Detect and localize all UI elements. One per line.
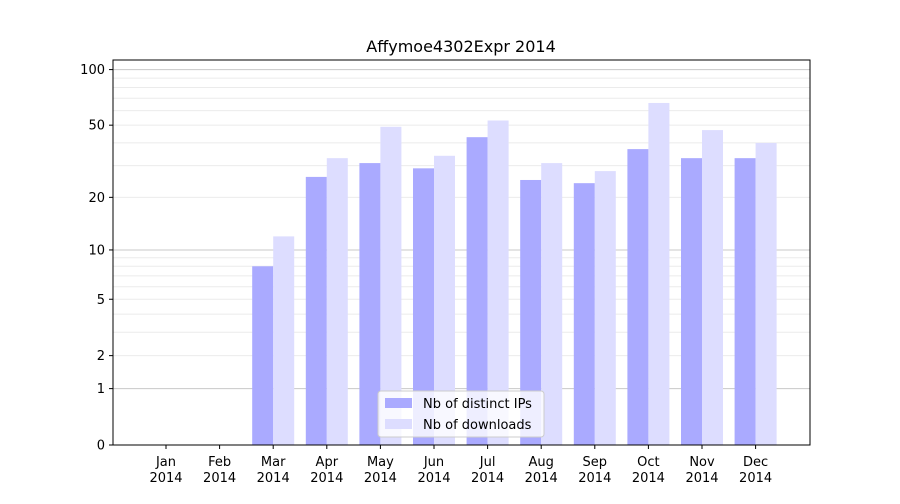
- bar-ips-sep: [573, 183, 595, 445]
- bar-downloads-oct: [648, 102, 670, 445]
- bar-downloads-jul: [487, 120, 509, 446]
- x-tick-label-year: 2014: [203, 471, 236, 486]
- x-tick-label-year: 2014: [525, 471, 558, 486]
- y-tick-label: 20: [88, 191, 105, 206]
- legend: Nb of distinct IPs Nb of downloads: [377, 390, 545, 438]
- bar-downloads-mar: [273, 236, 295, 445]
- x-tick-label-month: May: [367, 455, 394, 470]
- bar-downloads-apr: [326, 158, 348, 445]
- bar-downloads-may: [380, 126, 402, 445]
- x-tick-label-month: Jul: [479, 455, 496, 470]
- bar-ips-jun: [413, 168, 434, 445]
- y-tick-label: 1: [97, 382, 105, 397]
- x-tick-label-month: Aug: [529, 455, 554, 470]
- x-tick-label-year: 2014: [578, 471, 611, 486]
- x-tick-label-month: Feb: [208, 455, 231, 470]
- y-tick-label: 50: [88, 119, 105, 134]
- x-tick-label-month: Mar: [261, 455, 286, 470]
- x-tick-label-year: 2014: [417, 471, 450, 486]
- bar-ips-jul: [466, 137, 488, 445]
- x-tick-label-year: 2014: [685, 471, 718, 486]
- legend-swatch-ips: [385, 398, 412, 408]
- y-axis: 0 1 2 5 10 20 50 100: [80, 63, 113, 454]
- x-tick-label-year: 2014: [632, 471, 665, 486]
- x-tick-label-year: 2014: [364, 471, 397, 486]
- legend-swatch-downloads: [385, 419, 412, 429]
- y-tick-label: 5: [97, 293, 105, 308]
- grid: [113, 69, 810, 390]
- bar-ips-aug: [520, 179, 542, 445]
- bar-ips-may: [359, 163, 381, 446]
- bar-ips-oct: [627, 149, 649, 445]
- bar-ips-dec: [734, 158, 756, 445]
- y-tick-label: 10: [88, 243, 105, 258]
- legend-label-ips: Nb of distinct IPs: [423, 397, 532, 412]
- bar-downloads-sep: [594, 171, 616, 446]
- bar-downloads-nov: [702, 130, 723, 445]
- plot-frame: [112, 59, 811, 446]
- x-tick-label-year: 2014: [149, 471, 182, 486]
- x-tick-label-year: 2014: [310, 471, 343, 486]
- bar-downloads-dec: [755, 142, 777, 445]
- y-tick-label: 0: [97, 439, 105, 454]
- x-axis: Jan2014Feb2014Mar2014Apr2014May2014Jun20…: [149, 445, 772, 486]
- bar-ips-mar: [252, 266, 274, 445]
- x-tick-label-year: 2014: [739, 471, 772, 486]
- chart-title: Affymoe4302Expr 2014: [366, 37, 556, 56]
- x-tick-label-month: Apr: [316, 455, 339, 470]
- y-tick-label: 2: [97, 349, 105, 364]
- x-tick-label-year: 2014: [257, 471, 290, 486]
- x-tick-label-month: Dec: [743, 455, 768, 470]
- x-tick-label-month: Nov: [689, 455, 715, 470]
- legend-label-downloads: Nb of downloads: [423, 418, 532, 433]
- bars: [252, 102, 777, 446]
- x-tick-label-month: Sep: [583, 455, 608, 470]
- y-tick-label: 100: [80, 63, 105, 78]
- x-tick-label-year: 2014: [471, 471, 504, 486]
- x-tick-label-month: Jun: [423, 455, 444, 470]
- bar-ips-apr: [305, 176, 327, 445]
- bar-downloads-aug: [541, 163, 563, 446]
- bar-downloads-jun: [434, 155, 455, 445]
- legend-box: [377, 390, 545, 438]
- bar-ips-nov: [681, 158, 702, 445]
- x-tick-label-month: Oct: [637, 455, 659, 470]
- x-tick-label-month: Jan: [155, 455, 176, 470]
